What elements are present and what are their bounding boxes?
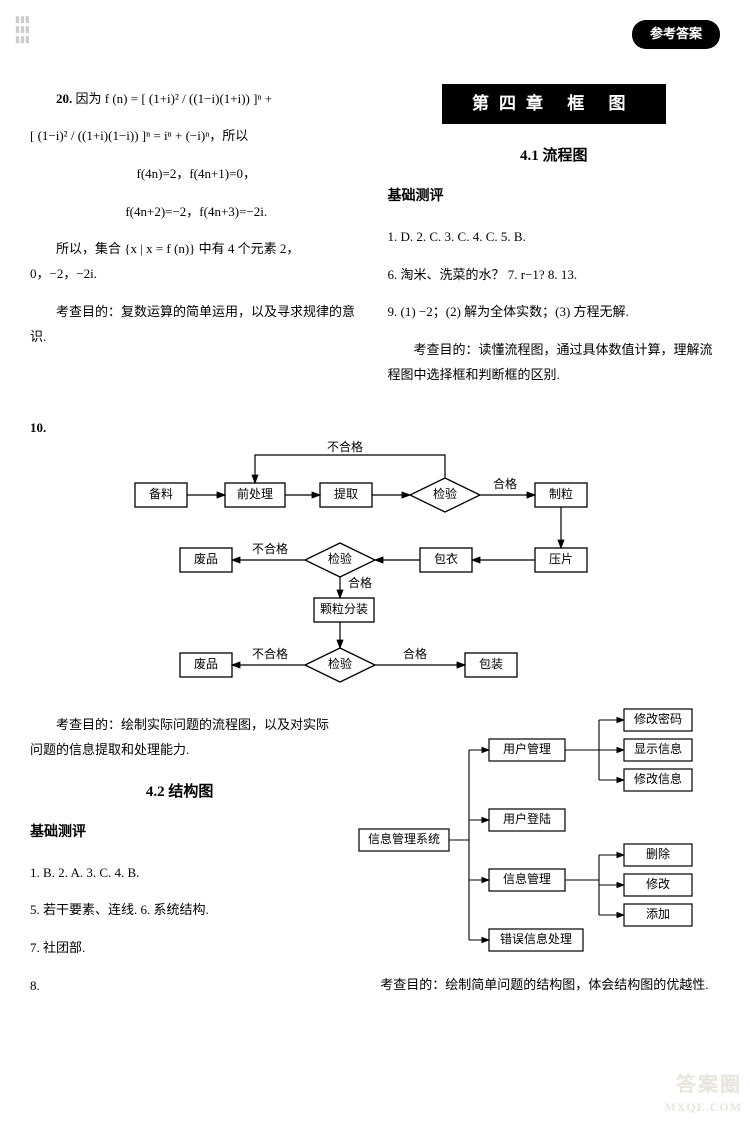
svg-text:颗粒分装: 颗粒分装 — [320, 601, 368, 616]
ans42-1: 1. B. 2. A. 3. C. 4. B. — [30, 861, 329, 886]
struct-note: 考查目的：绘制简单问题的结构图，体会结构图的优越性. — [354, 973, 720, 998]
header-badge: 参考答案 — [632, 20, 720, 49]
svg-text:错误信息处理: 错误信息处理 — [500, 931, 572, 946]
ans-9: 9. (1) −2；(2) 解为全体实数；(3) 方程无解. — [388, 300, 721, 325]
goal-41: 考查目的：读懂流程图，通过具体数值计算，理解流程图中选择框和判断框的区别. — [388, 338, 721, 387]
q20-l2: [ (1−i)² / ((1+i)(1−i)) ]ⁿ = iⁿ + (−i)ⁿ，… — [30, 124, 363, 149]
q20-l1: 20. 因为 f (n) = [ (1+i)² / ((1−i)(1+i)) ]… — [30, 87, 363, 112]
flowchart-svg: 备料前处理提取检验制粒合格不合格压片包衣检验废品不合格合格颗粒分装检验废品包装合… — [65, 440, 685, 690]
svg-text:包装: 包装 — [479, 657, 503, 671]
ans-6-8: 6. 淘米、洗菜的水？ 7. r−1? 8. 13. — [388, 263, 721, 288]
svg-text:信息管理系统: 信息管理系统 — [368, 831, 440, 846]
flow-note: 考查目的：绘制实际问题的流程图，以及对实际问题的信息提取和处理能力. — [30, 713, 329, 762]
col-right-top: 第四章 框 图 4.1 流程图 基础测评 1. D. 2. C. 3. C. 4… — [388, 74, 721, 401]
q20-l4: f(4n+2)=−2，f(4n+3)=−2i. — [30, 200, 363, 225]
svg-text:添加: 添加 — [646, 907, 670, 921]
svg-text:制粒: 制粒 — [549, 486, 573, 501]
ans-1-5: 1. D. 2. C. 3. C. 4. C. 5. B. — [388, 225, 721, 250]
svg-text:不合格: 不合格 — [252, 541, 288, 556]
svg-text:用户管理: 用户管理 — [503, 741, 551, 756]
svg-text:显示信息: 显示信息 — [634, 741, 682, 756]
svg-text:合格: 合格 — [403, 646, 427, 661]
structure-svg: 信息管理系统 用户管理用户登陆信息管理错误信息处理 修改密码显示信息修改信息删除修改… — [354, 700, 714, 960]
svg-text:包衣: 包衣 — [434, 551, 458, 566]
ans42-8: 8. — [30, 974, 329, 999]
q10-label: 10. — [30, 420, 46, 435]
svg-text:检验: 检验 — [328, 656, 352, 671]
q20-l6: 考查目的：复数运算的简单运用，以及寻求规律的意识. — [30, 300, 363, 349]
q20-l5: 所以，集合 {x | x = f (n)} 中有 4 个元素 2，0，−2，−2… — [30, 237, 363, 286]
col-left-top: 20. 因为 f (n) = [ (1+i)² / ((1−i)(1+i)) ]… — [30, 74, 363, 401]
section-42: 4.2 结构图 — [30, 778, 329, 807]
basics-41: 基础测评 — [388, 184, 721, 211]
svg-text:不合格: 不合格 — [252, 646, 288, 661]
ans42-5: 5. 若干要素、连线. 6. 系统结构. — [30, 898, 329, 923]
svg-text:用户登陆: 用户登陆 — [503, 811, 551, 826]
basics-42: 基础测评 — [30, 820, 329, 847]
svg-text:合格: 合格 — [348, 575, 372, 590]
svg-text:废品: 废品 — [194, 551, 218, 566]
svg-text:废品: 废品 — [194, 656, 218, 671]
svg-text:修改信息: 修改信息 — [634, 771, 682, 786]
svg-text:提取: 提取 — [334, 486, 358, 501]
svg-text:信息管理: 信息管理 — [503, 871, 551, 886]
svg-text:修改: 修改 — [646, 876, 670, 891]
svg-text:不合格: 不合格 — [327, 440, 363, 454]
side-marks: ▮▮▮▮▮▮▮▮▮ — [15, 15, 30, 45]
svg-text:检验: 检验 — [328, 551, 352, 566]
col-right-bottom: 信息管理系统 用户管理用户登陆信息管理错误信息处理 修改密码显示信息修改信息删除修改… — [354, 700, 720, 1011]
svg-text:删除: 删除 — [646, 846, 670, 861]
chapter-title: 第四章 框 图 — [442, 84, 666, 124]
svg-text:备料: 备料 — [149, 487, 173, 501]
svg-text:压片: 压片 — [549, 552, 573, 566]
q20-text1: 因为 f (n) = [ (1+i)² / ((1−i)(1+i)) ]ⁿ + — [76, 91, 273, 106]
ans42-7: 7. 社团部. — [30, 936, 329, 961]
col-left-bottom: 考查目的：绘制实际问题的流程图，以及对实际问题的信息提取和处理能力. 4.2 结… — [30, 700, 329, 1011]
section-41: 4.1 流程图 — [388, 142, 721, 171]
svg-text:前处理: 前处理 — [237, 486, 273, 501]
q20-l3: f(4n)=2，f(4n+1)=0， — [30, 162, 363, 187]
q20-label: 20. — [56, 91, 72, 106]
watermark: 答案圈MXQE.COM — [664, 1075, 742, 1115]
svg-text:修改密码: 修改密码 — [634, 711, 682, 726]
svg-text:检验: 检验 — [433, 486, 457, 501]
svg-text:合格: 合格 — [493, 476, 517, 491]
